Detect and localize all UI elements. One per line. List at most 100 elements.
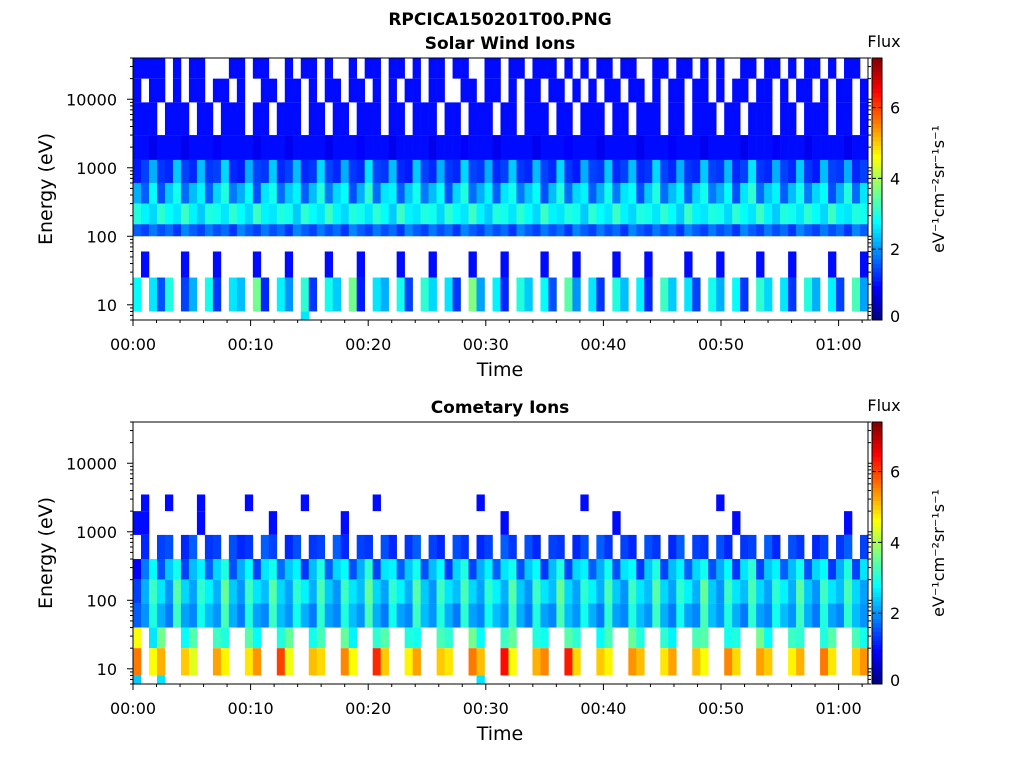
panel-title-solar-wind: Solar Wind Ions xyxy=(425,34,576,54)
heatmap-cell xyxy=(756,579,765,604)
colorbar-segment xyxy=(872,452,882,458)
heatmap-cell xyxy=(228,579,238,604)
heatmap-cell xyxy=(828,251,837,278)
heatmap-cell xyxy=(604,78,613,103)
heatmap-cell xyxy=(860,627,869,649)
heatmap-cell xyxy=(260,203,270,225)
heatmap-cell xyxy=(524,135,533,160)
heatmap-cell xyxy=(508,203,517,225)
heatmap-cell xyxy=(236,78,246,103)
heatmap-cell xyxy=(204,102,214,136)
heatmap-cell xyxy=(412,627,421,649)
heatmap-cell xyxy=(764,203,773,225)
heatmap-cell xyxy=(492,78,501,103)
colorbar-tick-label: 2 xyxy=(890,604,900,623)
heatmap-cell xyxy=(788,648,797,676)
heatmap-cell xyxy=(500,182,509,204)
heatmap-cell xyxy=(212,534,222,560)
heatmap-cell xyxy=(428,159,437,183)
colorbar-tick-label: 4 xyxy=(890,169,900,188)
heatmap-cell xyxy=(564,159,573,183)
heatmap-cell xyxy=(308,159,318,183)
heatmap-cell xyxy=(252,579,262,604)
heatmap-cell xyxy=(324,559,334,580)
colorbar-segment xyxy=(872,435,882,440)
heatmap-cell xyxy=(844,102,853,136)
heatmap-cell xyxy=(636,277,645,312)
heatmap-cell xyxy=(556,102,565,136)
heatmap-cell xyxy=(684,579,693,604)
colorbar-segment xyxy=(872,592,882,598)
heatmap-cell xyxy=(524,534,533,560)
heatmap-solar-wind xyxy=(133,58,869,320)
heatmap-cell xyxy=(452,135,461,160)
heatmap-cell xyxy=(844,603,853,628)
heatmap-cell xyxy=(452,559,461,580)
heatmap-cell xyxy=(644,277,653,312)
heatmap-cell xyxy=(620,603,629,628)
heatmap-cell xyxy=(604,579,613,604)
heatmap-cell xyxy=(196,603,206,628)
heatmap-cell xyxy=(412,224,421,237)
colorbar-segment xyxy=(872,561,882,567)
heatmap-cell xyxy=(820,579,829,604)
heatmap-cell xyxy=(284,559,294,580)
heatmap-cell xyxy=(340,203,350,225)
heatmap-cell xyxy=(228,559,238,580)
heatmap-cell xyxy=(756,559,765,580)
heatmap-cell xyxy=(788,559,797,580)
heatmap-cell xyxy=(156,159,166,183)
heatmap-cell xyxy=(588,224,597,237)
heatmap-cell xyxy=(796,135,805,160)
heatmap-cell xyxy=(340,559,350,580)
heatmap-cell xyxy=(460,559,469,580)
heatmap-cell xyxy=(268,534,278,560)
heatmap-cell xyxy=(596,648,605,676)
colorbar-segment xyxy=(872,618,882,624)
heatmap-cell xyxy=(396,251,405,278)
heatmap-cell xyxy=(308,534,318,560)
heatmap-cell xyxy=(604,58,613,79)
heatmap-cell xyxy=(756,277,765,312)
heatmap-cell xyxy=(292,78,302,103)
heatmap-cell xyxy=(404,135,413,160)
heatmap-cell xyxy=(644,135,653,160)
heatmap-cell xyxy=(692,159,701,183)
heatmap-cell xyxy=(244,182,254,204)
heatmap-cell xyxy=(140,159,150,183)
heatmap-cell xyxy=(492,58,501,79)
heatmap-cell xyxy=(468,182,477,204)
heatmap-cell xyxy=(492,559,501,580)
heatmap-cell xyxy=(668,627,677,649)
heatmap-cell xyxy=(748,182,757,204)
heatmap-cell xyxy=(852,58,861,79)
heatmap-cell xyxy=(772,58,781,79)
heatmap-cell xyxy=(148,135,158,160)
heatmap-cell xyxy=(788,224,797,237)
heatmap-cell xyxy=(820,648,829,676)
heatmap-cell xyxy=(764,224,773,237)
heatmap-cell xyxy=(604,135,613,160)
heatmap-cell xyxy=(540,182,549,204)
heatmap-cell xyxy=(364,534,373,560)
heatmap-cell xyxy=(836,277,845,312)
heatmap-cell xyxy=(828,603,837,628)
heatmap-cell xyxy=(188,78,198,103)
heatmap-cell xyxy=(532,203,541,225)
heatmap-cell xyxy=(836,224,845,237)
heatmap-cell xyxy=(372,579,381,604)
heatmap-cell xyxy=(500,559,509,580)
heatmap-cell xyxy=(524,579,533,604)
heatmap-cell xyxy=(308,58,318,79)
heatmap-cell xyxy=(660,603,669,628)
heatmap-cell xyxy=(340,627,350,649)
heatmap-cell xyxy=(396,203,405,225)
heatmap-cell xyxy=(180,579,190,604)
colorbar-segment xyxy=(872,448,882,453)
heatmap-cell xyxy=(340,102,350,136)
heatmap-cell xyxy=(196,559,206,580)
heatmap-cell xyxy=(140,603,150,628)
heatmap-cell xyxy=(524,224,533,237)
heatmap-cell xyxy=(340,511,350,535)
heatmap-cell xyxy=(364,182,373,204)
